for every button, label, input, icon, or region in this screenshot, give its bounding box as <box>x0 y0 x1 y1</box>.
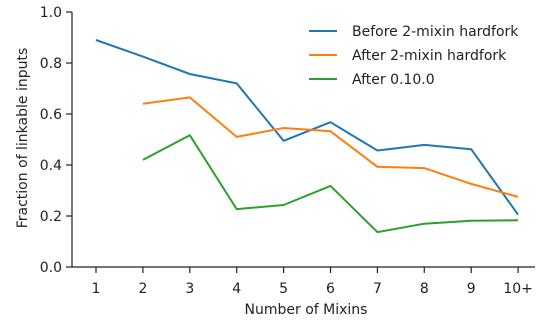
y-tick-label: 0.0 <box>40 260 62 276</box>
x-tick-label: 9 <box>467 281 476 297</box>
series-lines <box>95 39 519 234</box>
series-line-3 <box>142 134 519 234</box>
x-axis-label: Number of Mixins <box>245 302 368 318</box>
series-line-2 <box>142 96 519 198</box>
legend-label-2: After 2-mixin hardfork <box>352 48 507 64</box>
y-tick-label: 0.4 <box>40 158 62 174</box>
x-tick-label: 4 <box>232 281 241 297</box>
x-tick-label: 10+ <box>503 281 533 297</box>
y-tick-label: 1.0 <box>40 5 62 21</box>
x-tick-label: 7 <box>373 281 382 297</box>
x-tick-label: 6 <box>326 281 335 297</box>
legend-label-1: Before 2-mixin hardfork <box>352 24 519 40</box>
x-tick-label: 1 <box>92 281 101 297</box>
x-tick-label: 3 <box>185 281 194 297</box>
x-tick-label: 2 <box>138 281 147 297</box>
series-line-1 <box>95 39 519 216</box>
y-tick-label: 0.2 <box>40 209 62 225</box>
y-axis-label: Fraction of linkable inputs <box>15 48 31 229</box>
x-tick-label: 8 <box>420 281 429 297</box>
chart-legend: Before 2-mixin hardfork After 2-mixin har… <box>309 24 519 88</box>
y-tick-label: 0.6 <box>40 107 62 123</box>
chart-axes: 0.0 0.2 0.4 0.6 0.8 1.0 1 2 3 4 5 6 7 8 9 10+ <box>40 5 535 297</box>
x-tick-label: 5 <box>279 281 288 297</box>
legend-label-3: After 0.10.0 <box>352 72 435 88</box>
y-tick-label: 0.8 <box>40 56 62 72</box>
